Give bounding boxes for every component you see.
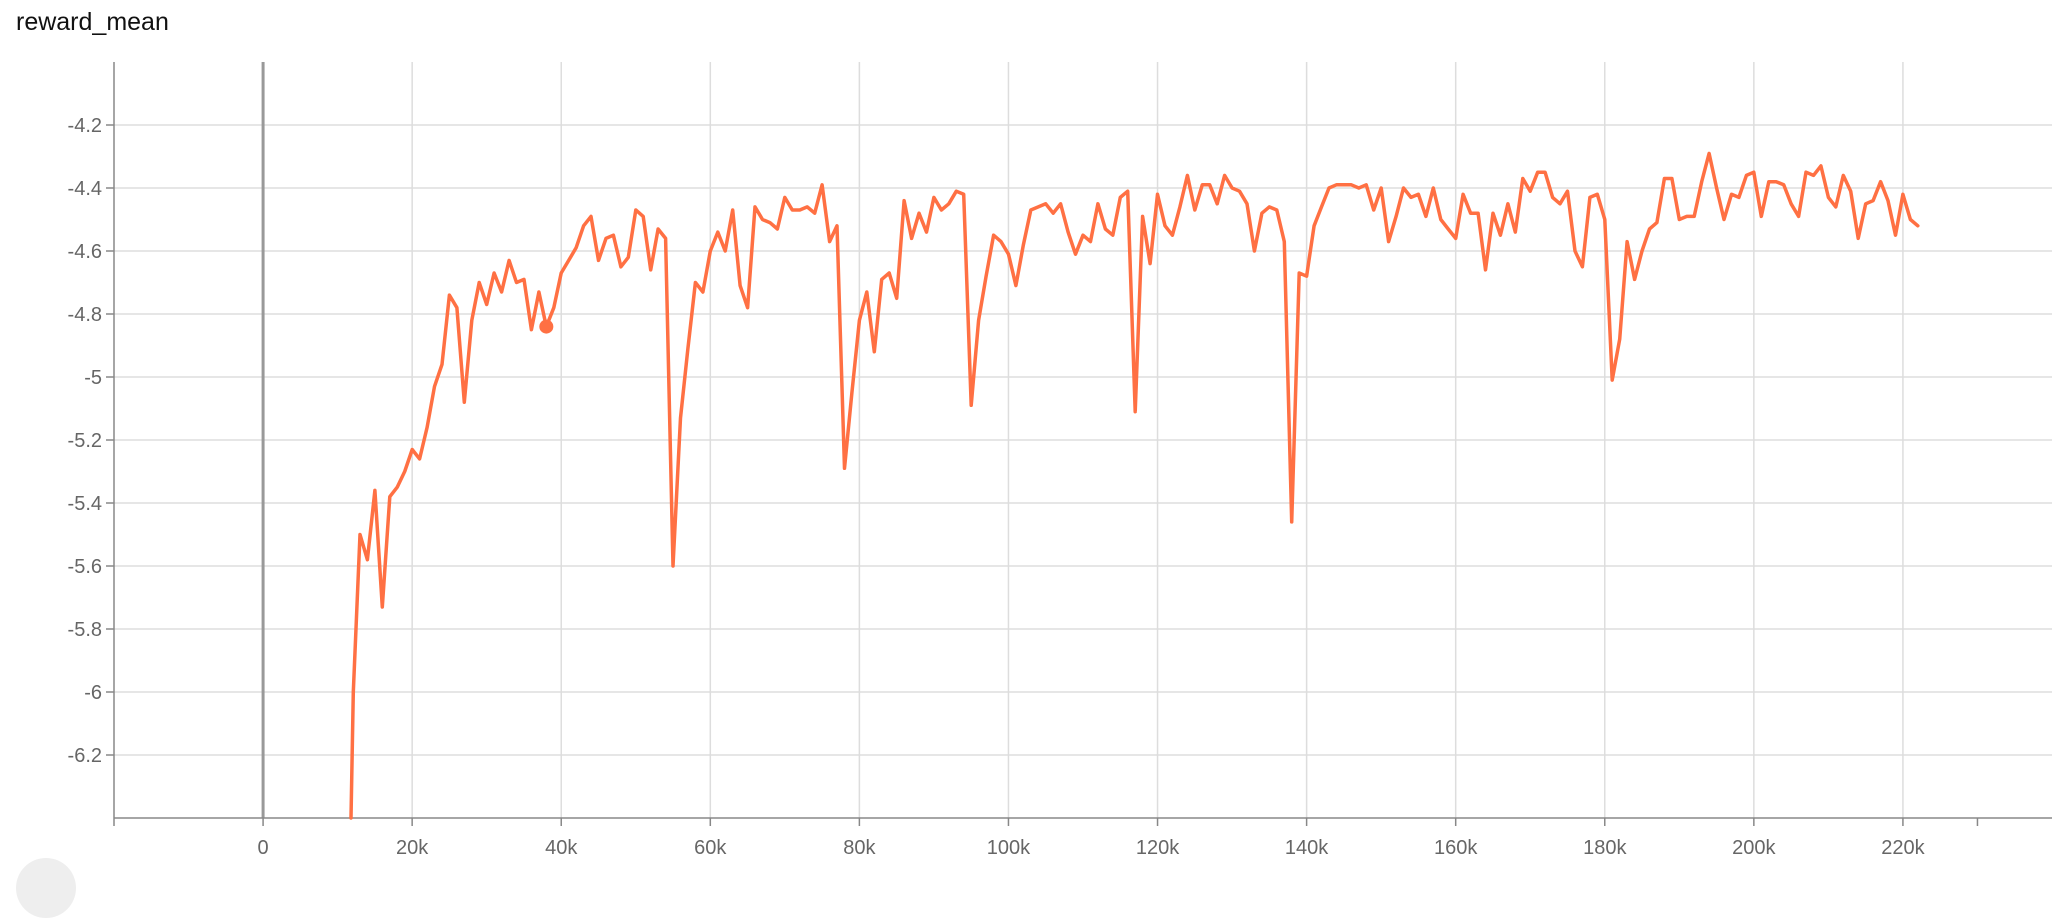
x-tick-label: 140k: [1285, 837, 1329, 859]
x-axis-ticks: 0 20k 40k 60k 80k 100k 120k 140k 160k 180k 200k 220…: [258, 837, 1926, 859]
chart-title: reward_mean: [16, 8, 169, 36]
line-chart: -6.2 -6 -5.8 -5.6 -5.4 -5.2 -5 -4.8 -4.6 -4.4 -4.2…: [68, 62, 2052, 859]
x-tick-label: 180k: [1583, 837, 1627, 859]
y-tick-label: -5.2: [68, 430, 102, 452]
x-tick-label: 0: [258, 837, 269, 859]
x-tick-label: 120k: [1136, 837, 1180, 859]
x-tick-label: 200k: [1732, 837, 1776, 859]
y-tick-label: -4.6: [68, 241, 102, 263]
x-tick-label: 60k: [694, 837, 727, 859]
series-line: [349, 151, 1920, 820]
y-tick-label: -5.8: [68, 619, 102, 641]
y-tick-label: -5: [84, 367, 102, 389]
series-group: [349, 151, 1920, 820]
y-tick-label: -5.4: [68, 493, 102, 515]
y-tick-label: -5.6: [68, 556, 102, 578]
x-tick-label: 220k: [1881, 837, 1925, 859]
y-tick-label: -4.4: [68, 178, 102, 200]
x-tick-label: 80k: [843, 837, 876, 859]
x-tick-label: 100k: [987, 837, 1031, 859]
y-tick-label: -6: [84, 682, 102, 704]
expand-chart-button[interactable]: [16, 858, 76, 918]
y-tick-label: -4.2: [68, 115, 102, 137]
axes: [106, 62, 2052, 826]
y-tick-label: -6.2: [68, 745, 102, 767]
x-tick-label: 40k: [545, 837, 578, 859]
y-axis-ticks: -6.2 -6 -5.8 -5.6 -5.4 -5.2 -5 -4.8 -4.6 -4.4 -4.2: [68, 115, 102, 767]
y-tick-label: -4.8: [68, 304, 102, 326]
x-tick-label: 20k: [396, 837, 429, 859]
grid: [114, 62, 2052, 818]
x-tick-label: 160k: [1434, 837, 1478, 859]
hover-point-marker: [539, 319, 554, 334]
